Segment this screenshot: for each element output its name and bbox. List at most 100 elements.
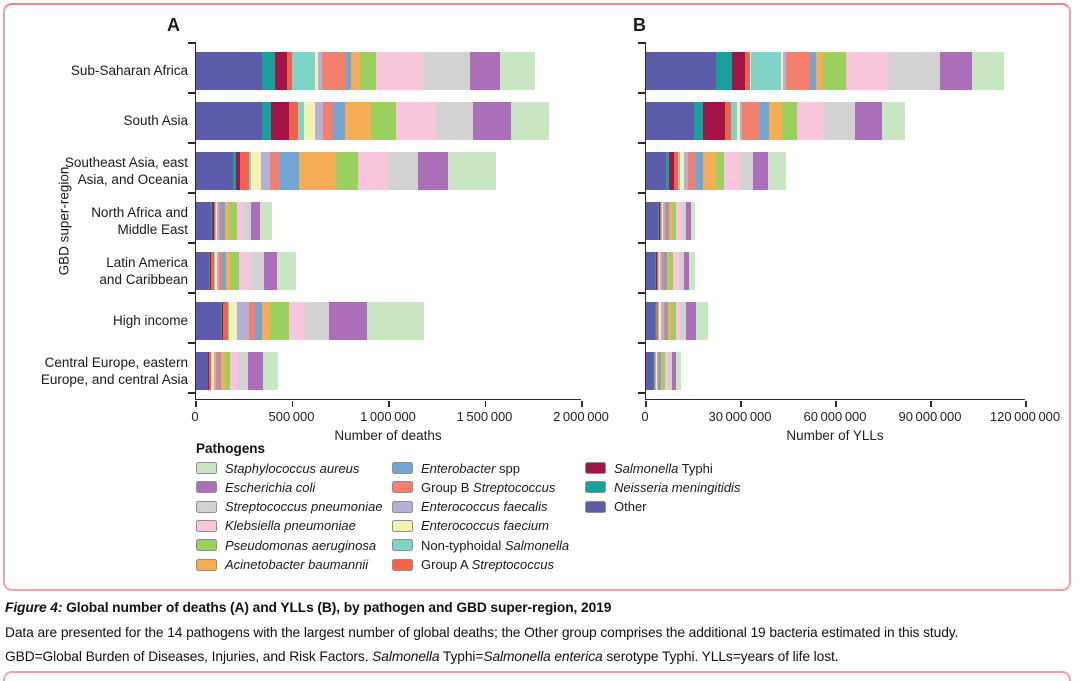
bar-row: [646, 252, 1025, 290]
legend-label: Other: [614, 499, 647, 514]
x-axis-tick-label: 30 000 000: [708, 409, 771, 424]
y-axis-tick: [638, 242, 646, 244]
bar-row: [196, 52, 581, 90]
legend-item-s_pneumoniae: Streptococcus pneumoniae: [196, 499, 383, 515]
x-axis-tick-label: 500 000: [269, 409, 315, 424]
bar-segment-other: [646, 52, 716, 90]
bar-segment-group_b_strep: [270, 152, 279, 190]
bar-segment-enterobacter: [279, 152, 300, 190]
bar-segment-s_typhi: [703, 102, 725, 140]
bar-segment-e_faecalis: [237, 302, 249, 340]
text-fragment: Staphylococcus aureus: [225, 461, 359, 476]
x-axis-tick-label: 1 000 000: [360, 409, 416, 424]
bar-segment-s_pneumoniae: [436, 102, 473, 140]
legend-swatch-enterobacter: [392, 462, 413, 474]
bar-segment-acinetobacter: [703, 152, 716, 190]
legend-label: Group A Streptococcus: [421, 557, 554, 572]
x-axis-tick: [292, 401, 294, 407]
legend-label: Group B Streptococcus: [421, 480, 555, 495]
x-axis-tick-label: 120 000 000: [990, 409, 1060, 424]
bar-segment-group_b_strep: [742, 102, 759, 140]
region-label-text: High income: [113, 312, 188, 329]
text-fragment: Streptococcus pneumoniae: [225, 499, 383, 514]
text-fragment: Salmonella: [505, 538, 569, 553]
bar-segment-pseudomonas: [782, 102, 797, 140]
bar-segment-s_aureus: [676, 352, 680, 390]
legend-label: Staphylococcus aureus: [225, 461, 359, 476]
y-axis-tick: [188, 292, 196, 294]
legend-swatch-acinetobacter: [196, 559, 217, 571]
bar-segment-acinetobacter: [345, 102, 371, 140]
bar-segment-pseudomonas: [716, 152, 724, 190]
region-label: South Asia: [20, 102, 188, 140]
x-axis-tick: [1025, 401, 1027, 407]
bar-segment-pseudomonas: [371, 102, 396, 140]
text-fragment: Data are presented for the 14 pathogens …: [5, 625, 958, 640]
legend-swatch-e_coli: [196, 481, 217, 493]
bar-segment-enterobacter: [810, 52, 817, 90]
y-axis-tick: [638, 292, 646, 294]
bar-segment-other: [196, 102, 262, 140]
bar-segment-pseudomonas: [229, 202, 237, 240]
bar-segment-e_coli: [753, 152, 768, 190]
bar-segment-s_aureus: [263, 352, 278, 390]
bar-segment-other: [196, 52, 262, 90]
text-fragment: Figure 4:: [5, 600, 62, 615]
bar-segment-n_meningitidis: [694, 102, 703, 140]
bar-segment-pseudomonas: [336, 152, 358, 190]
bar-segment-klebsiella: [237, 202, 244, 240]
legend-item-s_aureus: Staphylococcus aureus: [196, 460, 359, 476]
x-axis-tick-label: 2 000 000: [553, 409, 609, 424]
x-axis-tick: [930, 401, 932, 407]
legend-swatch-n_meningitidis: [585, 481, 606, 493]
caption-text: GBD=Global Burden of Diseases, Injuries,…: [5, 649, 1070, 664]
text-fragment: Streptococcus: [472, 557, 554, 572]
legend-item-enterobacter: Enterobacter spp: [392, 460, 520, 476]
bar-segment-e_coli: [264, 252, 277, 290]
x-axis-tick-label: 60 000 000: [803, 409, 866, 424]
text-fragment: Group A: [421, 557, 472, 572]
bar-segment-acinetobacter: [299, 152, 336, 190]
legend-label: Acinetobacter baumannii: [225, 557, 368, 572]
bar-segment-s_aureus: [260, 202, 272, 240]
text-fragment: Neisseria meningitidis: [614, 480, 740, 495]
bar-row: [196, 302, 581, 340]
bar-segment-other: [646, 152, 666, 190]
bar-segment-other: [646, 302, 655, 340]
bar-segment-s_aureus: [511, 102, 549, 140]
legend-label: Pseudomonas aeruginosa: [225, 538, 376, 553]
bar-segment-s_aureus: [882, 102, 905, 140]
y-axis-tick: [638, 192, 646, 194]
bar-segment-e_coli: [251, 202, 260, 240]
x-axis-tick: [835, 401, 837, 407]
bar-segment-group_b_strep: [688, 152, 695, 190]
legend-label: Escherichia coli: [225, 480, 315, 495]
bar-segment-s_aureus: [367, 302, 424, 340]
bar-segment-group_b_strep: [322, 52, 346, 90]
bar-row: [646, 202, 1025, 240]
bar-segment-klebsiella: [239, 252, 251, 290]
y-axis-tick: [188, 392, 196, 394]
bar-segment-n_meningitidis: [262, 102, 271, 140]
y-axis-tick: [638, 142, 646, 144]
text-fragment: Salmonella: [372, 649, 439, 664]
legend-swatch-e_faecalis: [392, 501, 413, 513]
bar-segment-e_coli: [686, 302, 696, 340]
bar-segment-acinetobacter: [769, 102, 782, 140]
legend-swatch-klebsiella: [196, 520, 217, 532]
bar-segment-e_faecalis: [261, 152, 270, 190]
caption-title: Figure 4: Global number of deaths (A) an…: [5, 600, 1070, 615]
bar-segment-e_faecium: [304, 102, 315, 140]
bar-segment-pseudomonas: [270, 302, 288, 340]
legend-title: Pathogens: [196, 441, 265, 456]
bar-segment-e_coli: [418, 152, 448, 190]
bar-segment-nts: [298, 102, 305, 140]
legend-swatch-s_typhi: [585, 462, 606, 474]
legend-item-e_coli: Escherichia coli: [196, 479, 315, 495]
bar-segment-other: [646, 202, 658, 240]
x-axis-title: Number of deaths: [334, 428, 441, 443]
bar-segment-group_b_strep: [323, 102, 334, 140]
